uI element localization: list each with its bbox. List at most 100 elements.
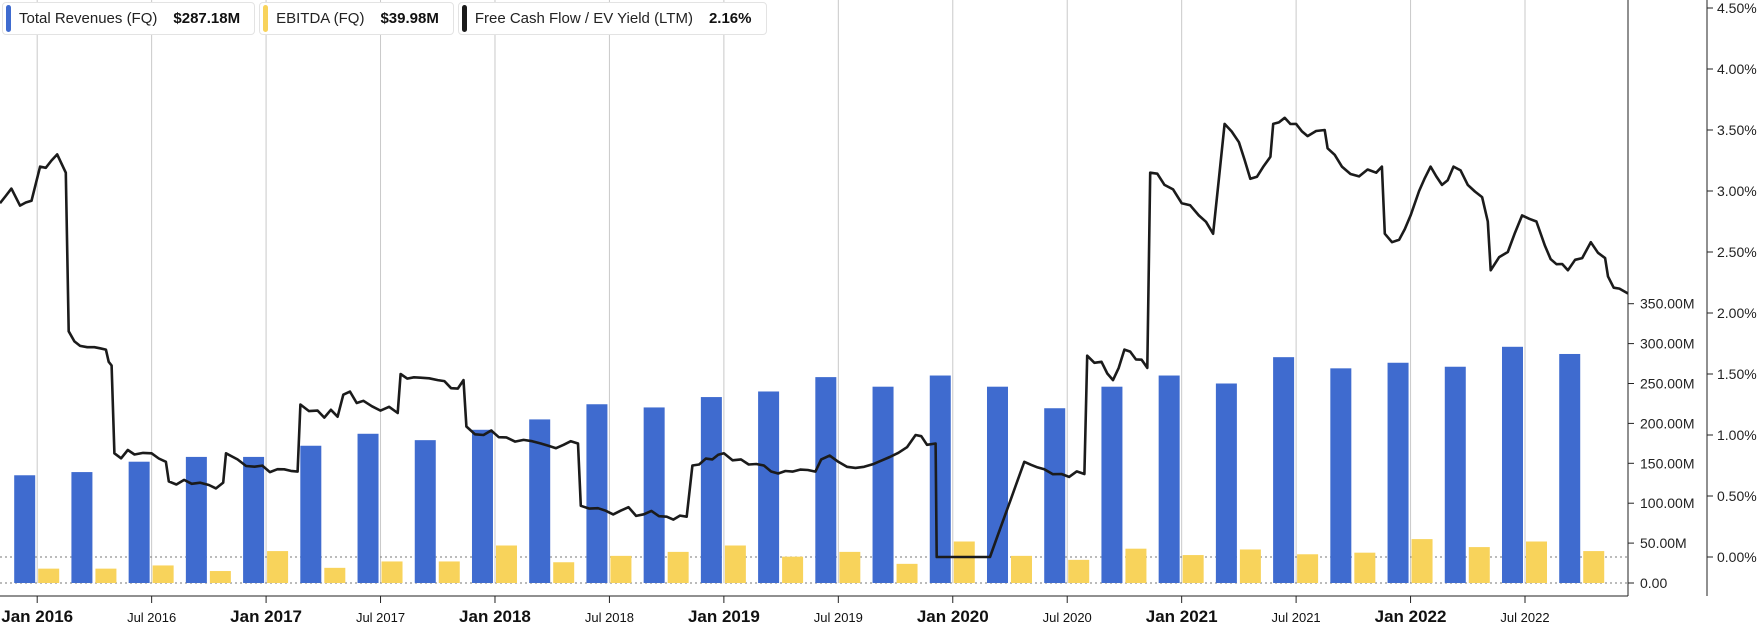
revenue-bar[interactable] [357,433,379,583]
ebitda-bar[interactable] [1583,551,1605,583]
legend-value: $287.18M [173,10,241,27]
x-axis-tick-label: Jul 2019 [814,610,863,625]
legend-value: 2.16% [708,10,752,27]
left-axis-tick-label: 300.00M [1640,336,1694,352]
legend-label: Free Cash Flow / EV Yield (LTM) [474,10,693,27]
ebitda-bar[interactable] [610,555,632,583]
legend-label: EBITDA (FQ) [276,10,365,27]
revenue-bar[interactable] [414,440,436,583]
ebitda-bar[interactable] [267,551,289,583]
revenue-bar[interactable] [1444,366,1466,583]
right-axis-tick-label: 1.50% [1717,366,1757,382]
ebitda-bar[interactable] [1239,549,1261,583]
ebitda-bar[interactable] [896,563,918,583]
legend-swatch-revenues [6,5,11,32]
right-axis-tick-label: 0.50% [1717,488,1757,504]
left-axis-tick-label: 100.00M [1640,495,1694,511]
x-axis-tick-label: Jul 2021 [1272,610,1321,625]
revenue-bar[interactable] [1273,357,1295,583]
left-axis-tick-label: 350.00M [1640,296,1694,312]
x-axis-tick-label: Jul 2022 [1500,610,1549,625]
right-axis-tick-label: 4.50% [1717,0,1757,16]
revenue-bar[interactable] [1044,408,1066,583]
revenue-bar[interactable] [300,445,322,583]
legend-swatch-fcf [461,5,467,32]
x-axis-tick-label: Jan 2016 [1,607,73,625]
revenue-bar[interactable] [700,397,722,583]
ebitda-bar[interactable] [667,551,689,583]
revenue-bar[interactable] [1101,386,1123,583]
revenue-bar[interactable] [529,419,551,583]
left-axis-tick-label: 250.00M [1640,376,1694,392]
ebitda-bar[interactable] [953,541,975,583]
x-axis-tick-label: Jul 2016 [127,610,176,625]
revenue-bar[interactable] [243,456,265,583]
ebitda-bar[interactable] [209,571,231,583]
x-axis-tick-label: Jan 2020 [917,607,989,625]
x-axis-tick-label: Jan 2017 [230,607,302,625]
ebitda-bar[interactable] [38,568,60,583]
ebitda-bar[interactable] [152,565,174,583]
revenue-bar[interactable] [128,461,150,583]
ebitda-bar[interactable] [438,561,460,583]
fcf-ev-yield-line[interactable] [0,116,1629,559]
ebitda-bar[interactable] [1182,555,1204,583]
right-axis-tick-label: 2.00% [1717,305,1757,321]
x-axis-tick-label: Jan 2019 [688,607,760,625]
legend-label: Total Revenues (FQ) [19,10,158,27]
x-axis-tick-label: Jul 2017 [356,610,405,625]
ebitda-bar[interactable] [782,556,804,583]
left-axis-tick-label: 0.00 [1640,575,1667,591]
x-axis-tick-label: Jul 2020 [1043,610,1092,625]
ebitda-bar[interactable] [381,561,403,583]
revenue-bar[interactable] [643,407,665,583]
chart-legend: Total Revenues (FQ) $287.18M EBITDA (FQ)… [2,2,767,35]
x-axis-tick-label: Jan 2022 [1375,607,1447,625]
revenue-bar[interactable] [1559,353,1581,583]
right-axis-tick-label: 3.50% [1717,122,1757,138]
ebitda-bar[interactable] [1411,539,1433,583]
ebitda-bar[interactable] [553,562,575,583]
right-axis-tick-label: 0.00% [1717,549,1757,565]
revenue-bar[interactable] [1387,362,1409,583]
x-axis-tick-label: Jan 2021 [1146,607,1218,625]
legend-item-fcf-ev-yield[interactable]: Free Cash Flow / EV Yield (LTM) 2.16% [457,2,767,35]
ebitda-bar[interactable] [724,545,746,583]
revenue-bar[interactable] [1330,368,1352,583]
revenue-bar[interactable] [586,404,608,583]
legend-swatch-ebitda [263,5,269,32]
ebitda-bar[interactable] [495,545,517,583]
right-axis-tick-label: 1.00% [1717,427,1757,443]
ebitda-bar[interactable] [1468,547,1490,583]
ebitda-bar[interactable] [1010,555,1032,583]
ebitda-bar[interactable] [1125,548,1147,583]
revenue-bar[interactable] [471,429,493,583]
revenue-bar[interactable] [1215,383,1237,584]
right-axis-tick-label: 4.00% [1717,61,1757,77]
ebitda-bar[interactable] [1525,541,1547,583]
ebitda-bar[interactable] [1354,552,1376,583]
ebitda-bar[interactable] [839,551,861,583]
ebitda-bar[interactable] [1068,559,1090,583]
revenue-bar[interactable] [1501,346,1523,583]
legend-item-total-revenues[interactable]: Total Revenues (FQ) $287.18M [2,2,256,35]
revenue-bar[interactable] [758,391,780,583]
fcf-line-layer [0,116,1629,559]
revenue-bar[interactable] [815,377,837,583]
revenue-bar[interactable] [929,375,951,583]
revenue-bar[interactable] [185,456,207,583]
ebitda-bar[interactable] [1297,554,1319,583]
revenue-bar[interactable] [1158,375,1180,583]
revenue-bar[interactable] [872,386,894,583]
ebitda-bar[interactable] [95,568,117,583]
revenue-bar[interactable] [986,386,1008,583]
revenue-bar[interactable] [14,475,36,583]
legend-item-ebitda[interactable]: EBITDA (FQ) $39.98M [259,2,454,35]
bars [14,346,1605,584]
x-axis-tick-label: Jan 2018 [459,607,531,625]
right-axis-tick-label: 3.00% [1717,183,1757,199]
ebitda-bar[interactable] [324,567,346,583]
revenue-bar[interactable] [71,472,93,583]
